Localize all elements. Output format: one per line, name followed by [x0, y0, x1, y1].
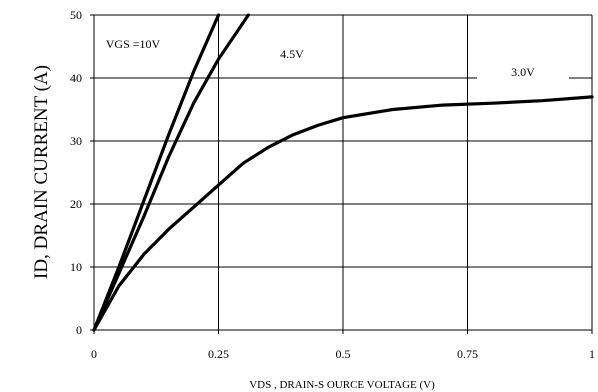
y-tick-label: 10 — [70, 260, 82, 274]
series-label-background — [91, 34, 175, 54]
series-label: VGS =10V — [106, 37, 161, 51]
series-line — [92, 13, 250, 332]
y-tick-label: 20 — [70, 197, 82, 211]
series-label-background — [252, 44, 332, 64]
series-line — [92, 95, 594, 332]
series-label: 4.5V — [280, 47, 304, 61]
series-line — [92, 13, 221, 332]
series-label: 3.0V — [511, 65, 535, 79]
series-label-layer: VGS =10V 4.5V 3.0V — [91, 34, 569, 82]
series-label-background — [477, 62, 569, 82]
x-tick-label: 0 — [91, 347, 97, 361]
series-layer — [92, 13, 594, 332]
x-tick-label: 0.25 — [208, 347, 229, 361]
x-axis-title: VDS , DRAIN-S OURCE VOLTAGE (V) — [249, 379, 435, 391]
y-tick-label: 30 — [70, 134, 82, 148]
y-tick-label: 0 — [76, 323, 82, 337]
x-tick-label: 0.5 — [336, 347, 351, 361]
x-tick-label: 0.75 — [457, 347, 478, 361]
y-tick-label: 40 — [70, 71, 82, 85]
x-tick-label: 1 — [589, 347, 595, 361]
y-tick-label: 50 — [70, 8, 82, 22]
y-axis-title: ID, DRAIN CURRENT (A) — [31, 65, 52, 279]
